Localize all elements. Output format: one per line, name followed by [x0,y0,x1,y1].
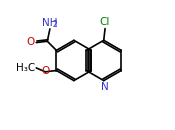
Text: 2: 2 [52,20,57,29]
Text: O: O [41,66,50,76]
Text: NH: NH [42,18,58,28]
Text: N: N [101,82,109,92]
Text: Cl: Cl [100,17,110,27]
Text: O: O [26,37,35,47]
Text: H₃C: H₃C [16,63,36,73]
